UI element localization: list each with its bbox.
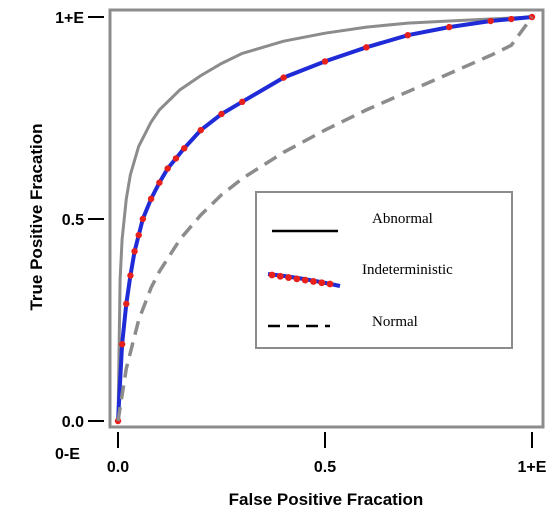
legend-marker-0 xyxy=(268,271,276,279)
data-point-indeterministic-20 xyxy=(487,17,494,25)
data-point-indeterministic-1 xyxy=(118,341,126,348)
y-tick-label-0: 0.0 xyxy=(62,414,84,431)
data-point-indeterministic-5 xyxy=(135,231,142,239)
legend-label-abnormal: Abnormal xyxy=(372,211,433,227)
data-point-indeterministic-8 xyxy=(156,179,163,186)
data-point-indeterministic-11 xyxy=(181,145,188,152)
data-point-indeterministic-13 xyxy=(218,110,225,118)
y-axis-label: True Positive Fracation xyxy=(27,123,46,310)
data-point-indeterministic-17 xyxy=(363,44,370,51)
y-tick-label-2: 1+E xyxy=(55,10,84,27)
data-point-indeterministic-18 xyxy=(404,31,411,39)
data-point-indeterministic-15 xyxy=(280,74,287,81)
legend-box xyxy=(255,191,513,349)
legend-marker-7 xyxy=(326,280,334,288)
data-point-indeterministic-19 xyxy=(446,23,453,31)
data-point-indeterministic-16 xyxy=(321,58,329,65)
series-line-abnormal xyxy=(116,15,533,422)
plot-frame xyxy=(108,8,545,429)
legend: Abnormal Indeterministic Normal xyxy=(255,191,513,349)
origin-label: 0-E xyxy=(55,446,80,463)
x-axis-label: False Positive Fracation xyxy=(229,490,424,509)
data-point-indeterministic-21 xyxy=(508,15,515,23)
x-tick-label-2: 1+E xyxy=(518,459,547,476)
legend-label-indeterministic: Indeterministic xyxy=(362,262,453,278)
legend-marker-6 xyxy=(318,279,326,287)
x-tick-label-0: 0.0 xyxy=(107,459,129,476)
data-point-indeterministic-22 xyxy=(528,13,536,21)
data-point-indeterministic-2 xyxy=(123,300,130,308)
data-point-indeterministic-6 xyxy=(139,215,147,223)
data-point-indeterministic-10 xyxy=(172,155,180,162)
legend-label-normal: Normal xyxy=(372,314,418,330)
legend-marker-2 xyxy=(285,274,292,281)
legend-marker-5 xyxy=(310,278,317,285)
y-tick-label-1: 0.5 xyxy=(62,212,84,229)
legend-marker-1 xyxy=(276,272,284,280)
legend-marker-3 xyxy=(293,275,301,283)
x-tick-label-1: 0.5 xyxy=(314,459,336,476)
data-point-indeterministic-9 xyxy=(164,165,171,172)
series-line-normal xyxy=(116,15,534,422)
data-point-indeterministic-4 xyxy=(131,248,138,255)
data-point-indeterministic-12 xyxy=(197,126,204,134)
data-point-indeterministic-14 xyxy=(239,98,246,106)
legend-marker-4 xyxy=(301,276,309,284)
data-point-indeterministic-3 xyxy=(127,272,134,279)
data-point-indeterministic-7 xyxy=(147,195,155,202)
